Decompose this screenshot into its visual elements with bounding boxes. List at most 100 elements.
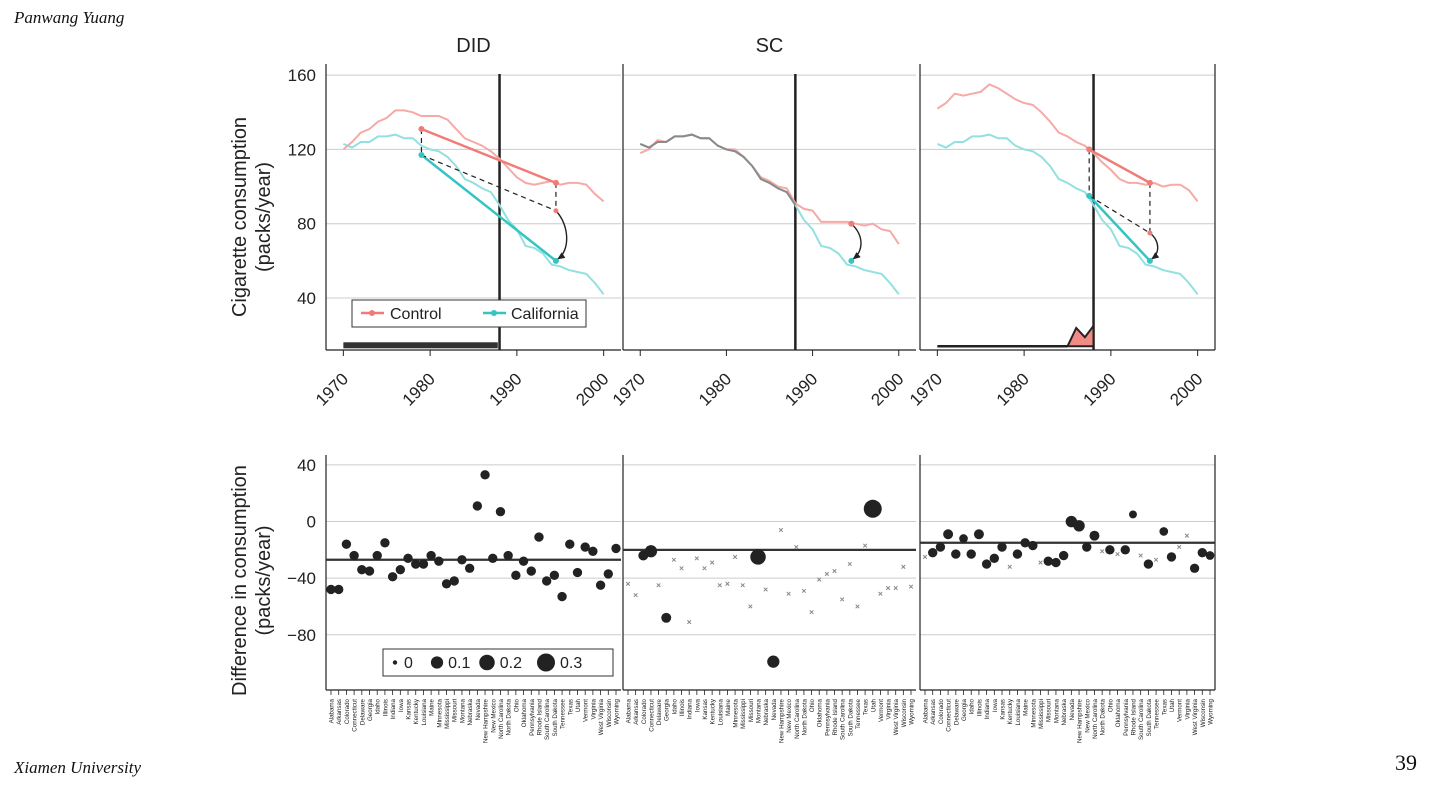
state-point-zero-weight bbox=[885, 585, 891, 591]
state-point-zero-weight bbox=[832, 568, 837, 574]
control-point bbox=[418, 126, 425, 132]
state-point bbox=[472, 501, 483, 511]
control-point bbox=[848, 220, 855, 227]
state-point-zero-weight bbox=[1138, 553, 1143, 558]
state-label: West Virginia bbox=[598, 698, 605, 735]
size-legend-label: 0.2 bbox=[500, 655, 522, 672]
state-label: Delaware bbox=[953, 698, 960, 725]
state-point bbox=[434, 556, 444, 566]
state-point bbox=[503, 550, 513, 561]
counterfactual-point bbox=[1147, 230, 1153, 236]
state-label: Arkansas bbox=[336, 699, 343, 725]
state-point bbox=[411, 559, 421, 569]
state-point bbox=[1166, 552, 1177, 562]
state-point-zero-weight bbox=[656, 583, 661, 588]
state-point bbox=[1120, 545, 1130, 555]
state-point bbox=[480, 470, 490, 480]
state-label: Illinois bbox=[679, 699, 686, 716]
state-label: Wisconsin bbox=[606, 698, 613, 727]
state-label: Pennsylvania bbox=[529, 698, 536, 735]
state-point bbox=[1012, 549, 1023, 559]
state-label: Kentucky bbox=[413, 698, 420, 724]
series-line-control bbox=[936, 83, 1199, 203]
state-point bbox=[565, 539, 575, 549]
state-label: Colorado bbox=[344, 698, 351, 724]
state-label: Rhode Island bbox=[536, 698, 543, 735]
state-point-zero-weight bbox=[725, 581, 730, 586]
state-point-zero-weight bbox=[794, 544, 799, 550]
state-label: Nebraska bbox=[1061, 698, 1068, 725]
state-label: Louisiana bbox=[717, 698, 724, 725]
state-point bbox=[644, 545, 658, 558]
state-label: Kentucky bbox=[710, 698, 717, 724]
state-label: Delaware bbox=[656, 698, 663, 725]
state-point bbox=[364, 566, 375, 576]
state-label: South Dakota bbox=[552, 698, 559, 736]
state-point-zero-weight bbox=[1153, 557, 1159, 562]
y-axis-label-line: (packs/year) bbox=[253, 525, 275, 635]
state-label: New Hampshire bbox=[483, 698, 490, 743]
y-tick-label-top: 40 bbox=[297, 289, 316, 308]
state-point bbox=[1159, 527, 1169, 536]
state-label: Minnesota bbox=[436, 698, 443, 727]
state-point-zero-weight bbox=[855, 604, 860, 609]
state-point bbox=[511, 570, 521, 581]
state-point-zero-weight bbox=[1007, 564, 1012, 569]
state-label: Louisiana bbox=[421, 698, 428, 725]
state-point-zero-weight bbox=[625, 581, 631, 586]
state-point-zero-weight bbox=[1115, 551, 1120, 557]
state-label: Wyoming bbox=[614, 698, 621, 724]
state-label: Ohio bbox=[809, 698, 816, 712]
state-label: Wyoming bbox=[1208, 698, 1215, 724]
state-point bbox=[1043, 556, 1053, 566]
state-point bbox=[1020, 538, 1030, 548]
state-label: South Carolina bbox=[1138, 698, 1145, 739]
author-name: Panwang Yuang bbox=[14, 8, 125, 27]
state-label: North Dakota bbox=[801, 698, 808, 735]
series-line-overlap bbox=[639, 133, 797, 206]
state-label: Tennessee bbox=[855, 698, 862, 728]
x-tick-label: 1980 bbox=[399, 369, 439, 409]
state-point bbox=[989, 553, 1000, 564]
state-label: Texas bbox=[1161, 699, 1168, 715]
state-label: Utah bbox=[575, 698, 582, 712]
state-point-zero-weight bbox=[748, 604, 753, 609]
state-point bbox=[357, 564, 367, 575]
state-label: Georgia bbox=[367, 698, 374, 721]
state-label: Wisconsin bbox=[901, 698, 908, 727]
state-label: Kansas bbox=[702, 699, 709, 720]
control-point bbox=[1146, 179, 1153, 186]
state-label: Virginia bbox=[1184, 698, 1191, 719]
series-line-control bbox=[342, 109, 605, 203]
did-effect-arrow bbox=[555, 210, 568, 260]
state-point bbox=[767, 655, 780, 668]
state-point-zero-weight bbox=[732, 554, 738, 560]
state-label: Illinois bbox=[382, 699, 389, 716]
did-time-weight-bar bbox=[343, 342, 498, 349]
state-point bbox=[387, 572, 398, 582]
state-label: Nevada bbox=[771, 698, 778, 720]
state-label: Missouri bbox=[748, 699, 755, 722]
state-point bbox=[1143, 559, 1154, 569]
state-point bbox=[588, 546, 598, 556]
state-label: South Dakota bbox=[847, 698, 854, 736]
state-label: Idaho bbox=[375, 698, 382, 714]
state-label: Alabama bbox=[329, 698, 336, 723]
state-point bbox=[1197, 547, 1207, 558]
state-label: Virginia bbox=[590, 698, 597, 719]
state-label: North Carolina bbox=[498, 698, 505, 738]
state-point bbox=[951, 549, 961, 559]
state-label: Illinois bbox=[976, 699, 983, 716]
state-point bbox=[1205, 551, 1215, 560]
legend-top bbox=[351, 299, 587, 328]
state-point-zero-weight bbox=[1100, 549, 1105, 554]
state-label: Georgia bbox=[664, 698, 671, 721]
y-axis-label-top: Cigarette consumption (packs/year) bbox=[229, 117, 275, 317]
size-legend-marker bbox=[479, 654, 495, 671]
state-point bbox=[334, 584, 344, 595]
state-label: Missouri bbox=[1046, 699, 1053, 722]
state-point-zero-weight bbox=[908, 584, 914, 589]
california-point bbox=[1146, 257, 1153, 264]
state-label: West Virginia bbox=[1192, 698, 1199, 735]
